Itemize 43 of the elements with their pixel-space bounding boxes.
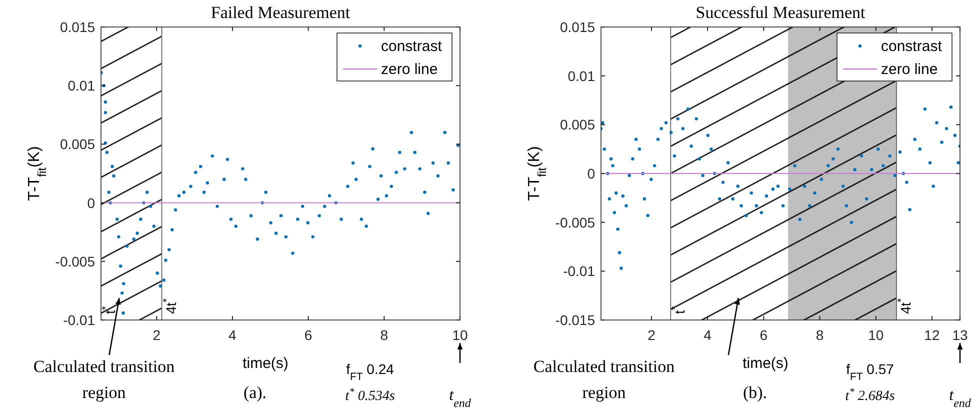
y-tick-label: -0.015 bbox=[555, 312, 596, 328]
text: t$_{end}$ bbox=[949, 387, 972, 410]
y-tick-label: 0 bbox=[87, 194, 96, 211]
x-tick-label: 6 bbox=[304, 327, 312, 343]
x-tick-label: 12 bbox=[924, 327, 940, 343]
y-tick-label: 0 bbox=[587, 166, 596, 182]
text: t$_{end}$ bbox=[449, 387, 472, 410]
x-tick-label: 13 bbox=[952, 327, 968, 343]
text: Calculated transition region bbox=[33, 357, 176, 402]
y-tick-label: 0.01 bbox=[68, 78, 96, 94]
y-tick-label: -0.01 bbox=[563, 263, 596, 280]
x-tick-label: 6 bbox=[760, 327, 768, 343]
y-tick-label: 0.005 bbox=[560, 116, 596, 133]
chart-title: Failed Measurement bbox=[210, 3, 350, 22]
legend-label: constrast bbox=[881, 38, 943, 55]
y-tick-label: 0.015 bbox=[60, 19, 96, 35]
x-tick-label: 4 bbox=[704, 327, 712, 343]
text: f$_{FT}$ 0.57 bbox=[846, 361, 894, 383]
x-tick-label: 8 bbox=[816, 327, 824, 343]
x-axis-title: time(s) bbox=[742, 355, 788, 372]
x-tick-label: 4 bbox=[228, 327, 237, 343]
x-tick-label: 2 bbox=[648, 327, 656, 343]
legend-label: zero line bbox=[881, 61, 938, 78]
text: (b). bbox=[742, 383, 768, 402]
y-tick-label: 0.015 bbox=[560, 19, 596, 35]
legend-label: constrast bbox=[381, 38, 443, 55]
x-tick-label: 2 bbox=[152, 327, 161, 343]
chart-title: Successful Measurement bbox=[696, 3, 866, 22]
text: (a). bbox=[243, 383, 267, 402]
text: f$_{FT}$ 0.24 bbox=[346, 361, 394, 383]
text: t$^{*}$ 0.534s bbox=[345, 386, 396, 404]
text: t$^{*}$ 2.684s bbox=[845, 386, 896, 404]
y-tick-label: -0.005 bbox=[55, 253, 96, 270]
y-tick-label: 0.005 bbox=[60, 136, 96, 152]
y-tick-label: -0.005 bbox=[555, 214, 596, 230]
legend-label: zero line bbox=[381, 61, 438, 78]
x-tick-label: 10 bbox=[452, 327, 468, 343]
text: Calculated transition region bbox=[533, 357, 676, 402]
x-tick-label: 8 bbox=[380, 327, 388, 343]
x-tick-label: 10 bbox=[868, 327, 884, 343]
x-axis-title: time(s) bbox=[242, 355, 288, 372]
y-tick-label: -0.01 bbox=[63, 312, 96, 328]
y-tick-label: 0.01 bbox=[568, 68, 596, 84]
